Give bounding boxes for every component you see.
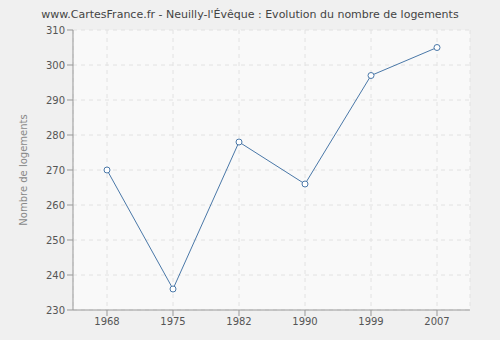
svg-text:1975: 1975 [160,316,185,327]
html-text:www.CartesFrance.fr - Neuilly-: www.CartesFrance.fr - Neuilly-l'Évêque :… [41,8,459,21]
svg-text:260: 260 [46,200,65,211]
svg-text:280: 280 [46,130,65,141]
svg-text:250: 250 [46,235,65,246]
svg-text:2007: 2007 [424,316,449,327]
svg-text:1982: 1982 [226,316,251,327]
svg-text:290: 290 [46,95,65,106]
svg-text:Nombre de logements: Nombre de logements [18,114,29,225]
svg-text:270: 270 [46,165,65,176]
svg-text:1999: 1999 [358,316,383,327]
svg-text:300: 300 [46,60,65,71]
svg-text:230: 230 [46,305,65,316]
svg-text:1990: 1990 [292,316,317,327]
svg-text:1968: 1968 [94,316,119,327]
svg-text:240: 240 [46,270,65,281]
svg-text:310: 310 [46,25,65,36]
